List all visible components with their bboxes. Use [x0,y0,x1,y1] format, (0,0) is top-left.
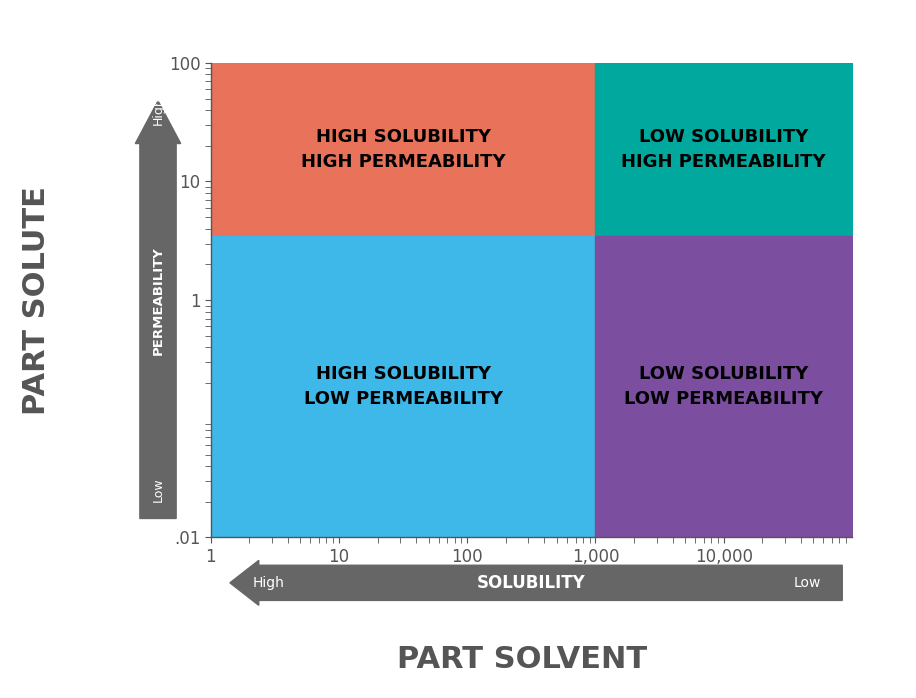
Text: LOW SOLUBILITY
HIGH PERMEABILITY: LOW SOLUBILITY HIGH PERMEABILITY [621,128,826,171]
Text: High: High [151,96,165,125]
Text: PERMEABILITY: PERMEABILITY [151,246,165,355]
Text: PART SOLVENT: PART SOLVENT [397,645,648,674]
Text: High: High [253,576,284,590]
Text: Low: Low [151,477,165,503]
FancyArrow shape [230,560,842,605]
Text: LOW SOLUBILITY
LOW PERMEABILITY: LOW SOLUBILITY LOW PERMEABILITY [624,365,823,408]
Text: SOLUBILITY: SOLUBILITY [477,574,585,592]
Text: HIGH SOLUBILITY
LOW PERMEABILITY: HIGH SOLUBILITY LOW PERMEABILITY [303,365,503,408]
FancyArrow shape [136,101,180,519]
Text: Low: Low [793,576,821,590]
Text: HIGH SOLUBILITY
HIGH PERMEABILITY: HIGH SOLUBILITY HIGH PERMEABILITY [300,128,506,171]
Text: PART SOLUTE: PART SOLUTE [22,186,51,415]
